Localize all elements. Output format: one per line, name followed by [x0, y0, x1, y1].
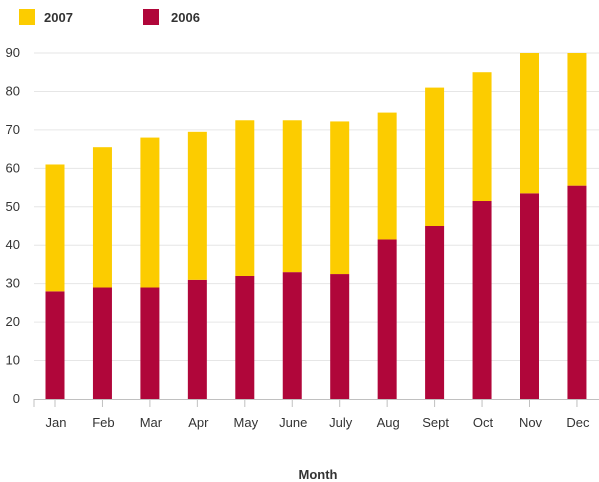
bar-2006-apr — [187, 279, 207, 399]
y-tick-label: 20 — [6, 314, 20, 329]
y-tick-label: 50 — [6, 199, 20, 214]
x-tick-label: Oct — [473, 415, 494, 430]
x-tick-label: June — [279, 415, 307, 430]
bar-2007-aug — [377, 112, 397, 240]
legend-item-2006: 2006 — [143, 9, 200, 25]
bar-2007-may — [235, 120, 255, 276]
y-tick-label: 90 — [6, 45, 20, 60]
bar-2007-apr — [187, 131, 207, 280]
legend: 2007 2006 — [19, 9, 200, 25]
y-axis: 0 10 20 30 40 50 60 70 80 90 — [6, 45, 20, 406]
y-tick-label: 30 — [6, 276, 20, 291]
bar-2006-nov — [520, 193, 539, 399]
bar-2007-mar — [140, 137, 160, 288]
x-tick-label: Feb — [92, 415, 114, 430]
y-tick-label: 70 — [6, 122, 20, 137]
bar-2006-june — [282, 272, 302, 399]
bar-2007-oct — [472, 72, 492, 202]
x-axis-title: Month — [299, 467, 338, 482]
x-tick-label: Mar — [140, 415, 163, 430]
x-tick-label: Apr — [188, 415, 209, 430]
x-axis: Jan Feb Mar Apr May June July Aug Sept Oct Nov Dec — [33, 399, 599, 430]
legend-swatch — [19, 9, 35, 25]
legend-item-2007: 2007 — [19, 9, 73, 25]
legend-swatch — [143, 9, 159, 25]
gridlines — [34, 52, 599, 362]
y-tick-label: 0 — [13, 391, 20, 406]
bar-2007-jan — [45, 164, 65, 292]
bar-2006-may — [235, 275, 255, 399]
bar-2006-mar — [140, 287, 160, 399]
bar-2007-sept — [425, 87, 445, 226]
bar-2006-feb — [92, 287, 112, 399]
bar-2007-feb — [92, 147, 112, 288]
plot-area — [45, 53, 587, 399]
bar-2007-july — [330, 121, 350, 275]
bar-2006-sept — [425, 226, 445, 399]
legend-label: 2006 — [171, 10, 200, 25]
x-tick-label: Nov — [519, 415, 543, 430]
x-tick-label: Aug — [377, 415, 400, 430]
x-tick-label: May — [234, 415, 259, 430]
bar-2007-dec — [567, 53, 587, 186]
bar-2006-oct — [472, 201, 492, 399]
x-tick-label: Sept — [422, 415, 449, 430]
bar-2006-aug — [377, 239, 397, 399]
x-tick-label: Dec — [566, 415, 590, 430]
x-tick-label: July — [329, 415, 353, 430]
legend-label: 2007 — [44, 10, 73, 25]
y-tick-label: 60 — [6, 160, 20, 175]
bar-2007-june — [282, 120, 302, 273]
x-tick-label: Jan — [46, 415, 67, 430]
bar-2007-nov — [520, 53, 539, 194]
y-tick-label: 10 — [6, 353, 20, 368]
bar-2006-dec — [567, 185, 587, 399]
y-tick-label: 40 — [6, 237, 20, 252]
bar-2006-jan — [45, 291, 65, 399]
y-tick-label: 80 — [6, 83, 20, 98]
bar-2006-july — [330, 274, 350, 399]
